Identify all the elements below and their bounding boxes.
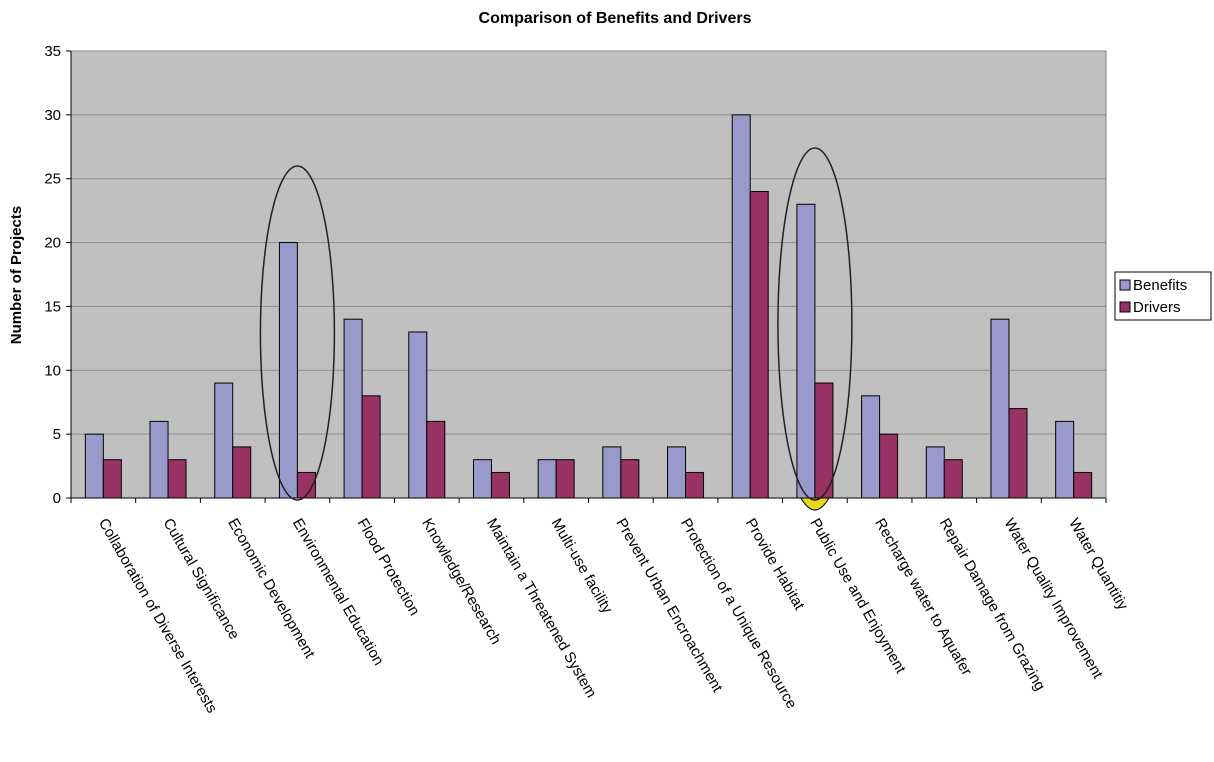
plot-background — [70, 50, 1107, 499]
y-tick-label: 30 — [44, 107, 61, 124]
bar-benefits-12 — [861, 395, 881, 499]
x-tick-label: Provide Habitat — [742, 516, 808, 614]
bar-drivers-8 — [620, 459, 640, 499]
y-tick-label: 20 — [44, 235, 61, 252]
bar-drivers-5 — [426, 420, 446, 499]
y-tick-label: 5 — [53, 426, 61, 443]
y-axis-label: Number of Projects — [8, 206, 25, 344]
annotation-ellipse-1 — [777, 147, 853, 501]
bar-benefits-6 — [472, 459, 492, 499]
bar-benefits-10 — [731, 114, 751, 499]
bar-benefits-0 — [84, 433, 104, 499]
bar-benefits-7 — [537, 459, 557, 499]
bar-drivers-0 — [102, 459, 122, 499]
bar-benefits-3 — [278, 242, 298, 499]
x-tick-label: Multi-use facility — [548, 516, 616, 617]
y-tick-label: 15 — [44, 298, 61, 315]
legend-box — [1114, 271, 1212, 321]
legend-swatch-drivers — [1119, 301, 1131, 313]
bar-benefits-4 — [343, 318, 363, 499]
bar-drivers-3 — [296, 471, 316, 499]
x-tick-label: Flood Protection — [354, 516, 423, 619]
bar-benefits-9 — [667, 446, 687, 499]
y-tick-label: 35 — [44, 43, 61, 60]
bar-benefits-1 — [149, 420, 169, 499]
bar-benefits-5 — [408, 331, 428, 499]
bar-drivers-7 — [555, 459, 575, 499]
bar-drivers-13 — [943, 459, 963, 499]
bar-benefits-8 — [602, 446, 622, 499]
bar-drivers-11 — [814, 382, 834, 499]
bar-drivers-10 — [749, 190, 769, 499]
legend-label-benefits: Benefits — [1133, 277, 1187, 294]
bar-benefits-15 — [1055, 420, 1075, 499]
y-tick-label: 25 — [44, 171, 61, 188]
bar-benefits-13 — [925, 446, 945, 499]
annotation-ellipse-0 — [259, 165, 336, 501]
x-tick-label: Prevent Urban Encroachment — [612, 516, 726, 696]
legend-swatch-benefits — [1119, 279, 1131, 291]
x-tick-label: Maintain a Threatened System — [483, 516, 600, 701]
x-tick-label: Protection of a Unique Resource — [677, 516, 800, 712]
highlight-base-mark — [800, 497, 830, 511]
y-tick-label: 0 — [53, 490, 61, 507]
bar-drivers-2 — [232, 446, 252, 499]
bar-drivers-9 — [685, 471, 705, 499]
x-tick-label: Water Quantitiy — [1065, 516, 1131, 614]
bar-benefits-2 — [214, 382, 234, 499]
bar-benefits-14 — [990, 318, 1010, 499]
plot-area: 0 5 10 15 20 25 30 35 Collaboration of Diverse I… — [44, 43, 1131, 716]
bar-drivers-1 — [167, 459, 187, 499]
legend-label-drivers: Drivers — [1133, 299, 1181, 316]
bar-drivers-12 — [879, 433, 899, 499]
y-tick-label: 10 — [44, 362, 61, 379]
chart-title: Comparison of Benefits and Drivers — [479, 10, 752, 27]
legend: Benefits Drivers — [1114, 271, 1212, 321]
bar-drivers-15 — [1073, 471, 1093, 499]
bar-drivers-6 — [490, 471, 510, 499]
bar-benefits-11 — [796, 203, 816, 499]
bar-drivers-4 — [361, 395, 381, 499]
bar-drivers-14 — [1008, 408, 1028, 499]
x-tick-label: Collaboration of Diverse Interests — [95, 516, 221, 717]
